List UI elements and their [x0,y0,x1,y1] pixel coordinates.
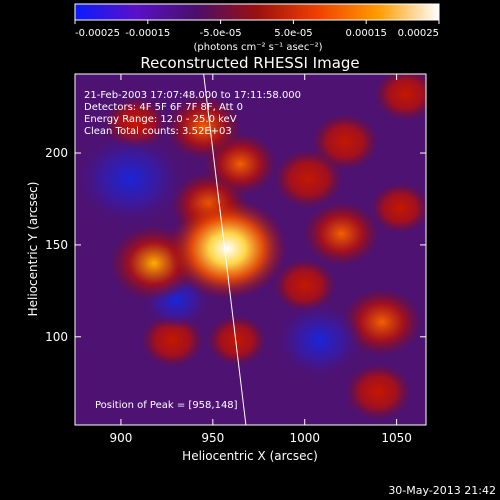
x-axis-label: Heliocentric X (arcsec) [182,449,318,463]
emission-source [370,182,426,234]
negative-source [274,302,365,379]
x-tick-label: 900 [109,431,132,445]
colorbar [74,3,440,21]
emission-source [165,94,242,160]
y-axis-label: Heliocentric Y (arcsec) [26,182,40,317]
y-tick-label: 100 [45,330,68,344]
solar-limb-line [203,74,247,425]
y-tick-label: 200 [45,146,68,160]
emission-source [273,149,344,209]
y-tick-label: 150 [45,238,68,252]
annotation-line: 21-Feb-2003 17:07:48.000 to 17:11:58.000 [84,90,301,101]
emission-source [206,315,267,366]
observation-annotations: 21-Feb-2003 17:07:48.000 to 17:11:58.000… [84,90,301,137]
axis-ticks: 900 950 1000 1050 100 150 200 [45,74,426,445]
annotation-line: Energy Range: 12.0 - 25.0 keV [84,114,237,125]
negative-source [75,130,187,227]
colorbar-tick-label: -5.0e-05 [200,28,242,39]
colorbar-ticks: -0.00025 -0.00015 -5.0e-05 5.0e-05 0.00015 0.… [74,20,440,39]
annotation-line: Detectors: 4F 5F 6F 7F 8F, Att 0 [84,102,243,113]
heatmap-sources [75,74,426,421]
x-tick-label: 1000 [289,431,320,445]
chart-title: Reconstructed RHESSI Image [140,54,359,72]
emission-source [374,74,426,121]
emission-source [167,197,288,300]
plot-frame [74,73,427,426]
emission-source [303,201,380,267]
colorbar-tick-label: 0.00025 [398,28,439,39]
render-timestamp: 30-May-2013 21:42 [388,484,496,497]
peak-position-label: Position of Peak = [958,148] [95,400,238,411]
x-tick-label: 1050 [381,431,412,445]
x-tick-label: 950 [201,431,224,445]
colorbar-tick-label: 0.00015 [346,28,387,39]
colorbar-tick-label: 5.0e-05 [274,28,312,39]
colorbar-label: (photons cm⁻² s⁻¹ asec⁻²) [193,42,322,53]
colorbar-tick-label: -0.00025 [75,28,120,39]
colorbar-tick-label: -0.00015 [125,28,170,39]
emission-source [273,258,337,313]
annotation-line: Clean Total counts: 3.52E+03 [84,126,232,137]
emission-source [345,363,412,421]
